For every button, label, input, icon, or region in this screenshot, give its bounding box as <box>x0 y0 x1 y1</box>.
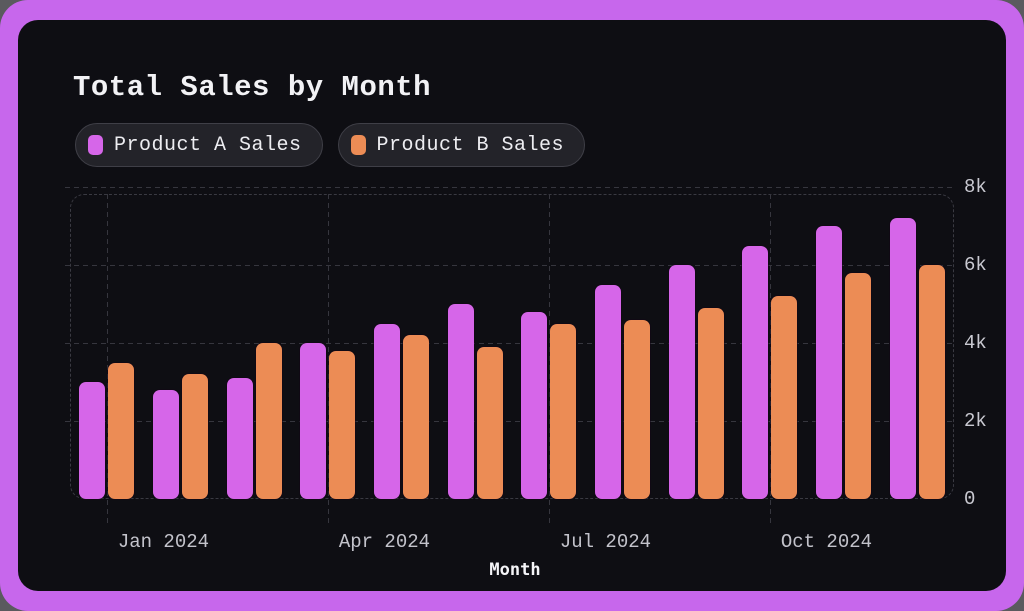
legend-item-product-b[interactable]: Product B Sales <box>337 123 586 167</box>
bar-product-b-sales-feb-2024[interactable] <box>182 374 209 499</box>
bar-product-a-sales-feb-2024[interactable] <box>152 389 179 499</box>
bar-product-a-sales-mar-2024[interactable] <box>226 378 253 499</box>
bar-product-a-sales-jan-2024[interactable] <box>79 382 106 499</box>
chart-card: Total Sales by Month Product A Sales Pro… <box>18 20 1006 591</box>
gridline-8k <box>65 187 955 188</box>
legend-item-product-a[interactable]: Product A Sales <box>75 123 323 167</box>
x-tick-label-apr-2024: Apr 2024 <box>338 531 431 553</box>
bar-product-b-sales-jul-2024[interactable] <box>550 323 577 499</box>
gridline-2k <box>65 421 955 422</box>
bar-product-b-sales-aug-2024[interactable] <box>624 319 651 499</box>
plot-area-border <box>70 194 954 499</box>
x-tick-label-jul-2024: Jul 2024 <box>559 531 652 553</box>
legend: Product A Sales Product B Sales <box>75 123 586 167</box>
bar-product-b-sales-dec-2024[interactable] <box>918 265 945 499</box>
y-tick-label-2k: 2k <box>964 410 987 432</box>
bar-product-b-sales-may-2024[interactable] <box>403 335 430 499</box>
bar-product-b-sales-sep-2024[interactable] <box>697 307 724 499</box>
bar-product-a-sales-apr-2024[interactable] <box>300 343 327 499</box>
bar-product-b-sales-jan-2024[interactable] <box>108 362 135 499</box>
tick-apr-2024 <box>327 194 329 527</box>
product-a-swatch-icon <box>88 135 103 155</box>
bar-product-a-sales-sep-2024[interactable] <box>668 265 695 499</box>
x-tick-label-oct-2024: Oct 2024 <box>780 531 873 553</box>
y-tick-label-4k: 4k <box>964 332 987 354</box>
x-tick-label-jan-2024: Jan 2024 <box>117 531 210 553</box>
bar-product-b-sales-jun-2024[interactable] <box>476 346 503 499</box>
bar-product-a-sales-jun-2024[interactable] <box>447 304 474 499</box>
gridline-4k <box>65 343 955 344</box>
tick-jan-2024 <box>106 194 108 527</box>
y-tick-label-6k: 6k <box>964 254 987 276</box>
gridline-6k <box>65 265 955 266</box>
legend-label-product-a: Product A Sales <box>114 133 302 157</box>
product-b-swatch-icon <box>350 135 366 155</box>
chart-title: Total Sales by Month <box>73 71 432 104</box>
legend-label-product-b: Product B Sales <box>376 133 565 157</box>
bar-product-b-sales-apr-2024[interactable] <box>329 350 356 499</box>
bar-product-a-sales-dec-2024[interactable] <box>889 218 916 499</box>
bar-product-a-sales-oct-2024[interactable] <box>742 245 769 499</box>
tick-oct-2024 <box>769 194 771 527</box>
tick-jul-2024 <box>548 194 550 527</box>
y-tick-label-8k: 8k <box>964 176 987 198</box>
bar-product-b-sales-mar-2024[interactable] <box>255 343 282 499</box>
bar-product-a-sales-aug-2024[interactable] <box>594 284 621 499</box>
bar-product-b-sales-nov-2024[interactable] <box>845 272 872 499</box>
bar-product-b-sales-oct-2024[interactable] <box>771 296 798 499</box>
bar-product-a-sales-nov-2024[interactable] <box>815 226 842 499</box>
y-tick-label-0: 0 <box>964 488 976 510</box>
bar-product-a-sales-may-2024[interactable] <box>373 323 400 499</box>
x-axis-title: Month <box>489 560 541 580</box>
bar-product-a-sales-jul-2024[interactable] <box>521 311 548 499</box>
